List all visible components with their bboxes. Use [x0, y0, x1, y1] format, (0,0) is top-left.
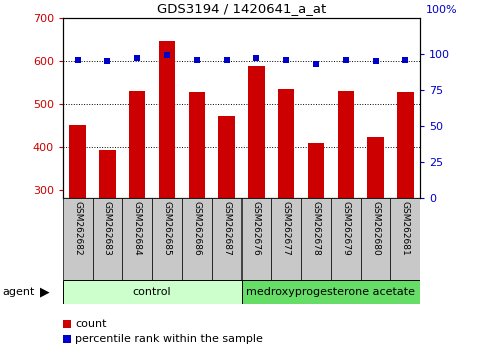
- Bar: [368, 137, 384, 198]
- Point: [133, 55, 141, 61]
- Bar: [99, 150, 115, 198]
- Bar: [182, 198, 212, 280]
- Bar: [152, 198, 182, 280]
- Bar: [242, 198, 271, 280]
- Text: GSM262681: GSM262681: [401, 201, 410, 256]
- Point: [312, 61, 320, 67]
- Bar: [338, 91, 354, 198]
- Text: GSM262682: GSM262682: [73, 201, 82, 255]
- Point: [372, 58, 380, 64]
- Point: [253, 55, 260, 61]
- Bar: [397, 92, 413, 198]
- Bar: [361, 198, 390, 280]
- Text: control: control: [133, 287, 171, 297]
- Bar: [390, 198, 420, 280]
- Bar: [278, 88, 294, 198]
- Text: 100%: 100%: [426, 5, 457, 15]
- Bar: [189, 92, 205, 198]
- Text: GSM262678: GSM262678: [312, 201, 320, 256]
- Bar: [212, 198, 242, 280]
- Text: GSM262685: GSM262685: [163, 201, 171, 256]
- Point: [193, 57, 201, 62]
- Point: [401, 57, 409, 62]
- Title: GDS3194 / 1420641_a_at: GDS3194 / 1420641_a_at: [157, 2, 326, 15]
- Point: [342, 57, 350, 62]
- Bar: [129, 91, 145, 198]
- Bar: [242, 280, 420, 304]
- Text: ▶: ▶: [40, 286, 49, 298]
- Text: GSM262684: GSM262684: [133, 201, 142, 255]
- Bar: [248, 66, 265, 198]
- Bar: [308, 143, 324, 198]
- Text: GSM262676: GSM262676: [252, 201, 261, 256]
- Point: [104, 58, 112, 64]
- Point: [163, 52, 171, 58]
- Point: [282, 57, 290, 62]
- Text: count: count: [75, 319, 107, 329]
- Text: GSM262677: GSM262677: [282, 201, 291, 256]
- Bar: [70, 125, 86, 198]
- Text: GSM262683: GSM262683: [103, 201, 112, 256]
- Point: [74, 57, 82, 62]
- Bar: [271, 198, 301, 280]
- Text: GSM262680: GSM262680: [371, 201, 380, 256]
- Bar: [63, 198, 93, 280]
- Text: medroxyprogesterone acetate: medroxyprogesterone acetate: [246, 287, 415, 297]
- Bar: [93, 198, 122, 280]
- Text: GSM262679: GSM262679: [341, 201, 350, 256]
- Bar: [301, 198, 331, 280]
- Text: percentile rank within the sample: percentile rank within the sample: [75, 334, 263, 344]
- Bar: [122, 198, 152, 280]
- Bar: [159, 41, 175, 198]
- Text: GSM262686: GSM262686: [192, 201, 201, 256]
- Text: agent: agent: [2, 287, 35, 297]
- Point: [223, 57, 230, 62]
- Bar: [331, 198, 361, 280]
- Text: GSM262687: GSM262687: [222, 201, 231, 256]
- Bar: [63, 280, 242, 304]
- Bar: [218, 116, 235, 198]
